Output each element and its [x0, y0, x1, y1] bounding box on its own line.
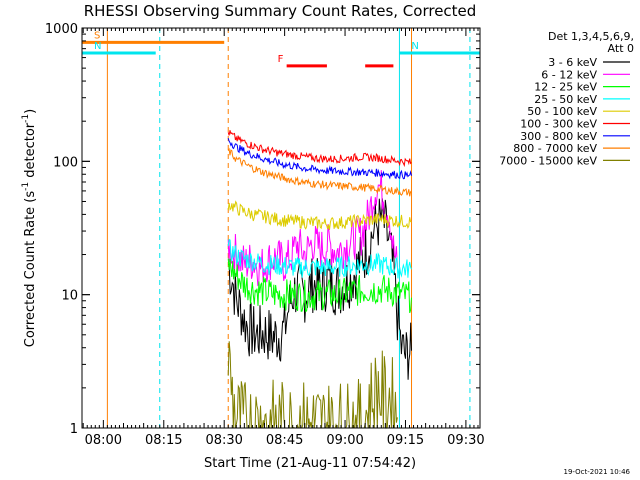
- series-line-7: [227, 147, 412, 197]
- y-axis-label-part: -1: [21, 114, 31, 123]
- y-axis-label: Corrected Count Rate (s-1 detector-1): [21, 109, 38, 347]
- x-axis-label: Start Time (21-Aug-11 07:54:42): [204, 456, 416, 471]
- legend-label: 100 - 300 keV: [520, 118, 597, 131]
- legend-header-line: Det 1,3,4,5,6,9,: [548, 30, 634, 43]
- series-line-8: [227, 341, 398, 430]
- legend-label: 25 - 50 keV: [534, 93, 597, 106]
- chart-title: RHESSI Observing Summary Count Rates, Co…: [84, 2, 477, 20]
- legend-label: 3 - 6 keV: [548, 56, 597, 69]
- flag-label-n: N: [411, 41, 418, 52]
- legend-label: 6 - 12 keV: [541, 68, 597, 81]
- series-line-5: [227, 130, 412, 168]
- legend-label: 12 - 25 keV: [534, 81, 597, 94]
- x-tick-label: 08:15: [145, 433, 182, 448]
- footer-timestamp: 19-Oct-2021 10:46: [564, 468, 631, 476]
- x-tick-label: 08:45: [266, 433, 303, 448]
- series-line-6: [227, 138, 412, 180]
- y-tick-label: 100: [53, 155, 78, 170]
- legend-label: 800 - 7000 keV: [513, 142, 597, 155]
- y-axis-label-part: Corrected Count Rate (s: [23, 191, 38, 348]
- series-line-2: [227, 258, 412, 314]
- x-tick-label: 09:00: [326, 433, 363, 448]
- y-axis-label-part: ): [23, 109, 38, 114]
- flag-label-f: F: [278, 54, 284, 65]
- legend-label: 300 - 800 keV: [520, 130, 597, 143]
- y-tick-label: 1: [70, 422, 78, 437]
- axes-layer: 1 10 100 1000 08:00 08:15 08:30 08:45 09:00 09:15…: [21, 22, 485, 448]
- x-tick-label: 08:30: [205, 433, 242, 448]
- data-layer: SN NF: [82, 28, 480, 430]
- series-line-1: [227, 170, 398, 287]
- plot-frame: [81, 27, 481, 429]
- flag-label-n: N: [94, 41, 101, 52]
- y-axis-label-part: detector: [23, 122, 38, 182]
- x-tick-label: 08:00: [85, 433, 122, 448]
- legend-label: 50 - 100 keV: [527, 105, 597, 118]
- legend-label: 7000 - 15000 keV: [499, 154, 597, 167]
- legend-header-line: Att 0: [608, 42, 634, 55]
- flag-label-s: S: [94, 30, 100, 41]
- x-tick-label: 09:30: [447, 433, 484, 448]
- y-tick-label: 1000: [45, 22, 78, 37]
- y-axis-label-part: -1: [21, 182, 31, 191]
- series-line-3: [227, 238, 412, 279]
- x-tick-label: 09:15: [387, 433, 424, 448]
- series-line-4: [227, 200, 412, 230]
- y-tick-label: 10: [61, 289, 78, 304]
